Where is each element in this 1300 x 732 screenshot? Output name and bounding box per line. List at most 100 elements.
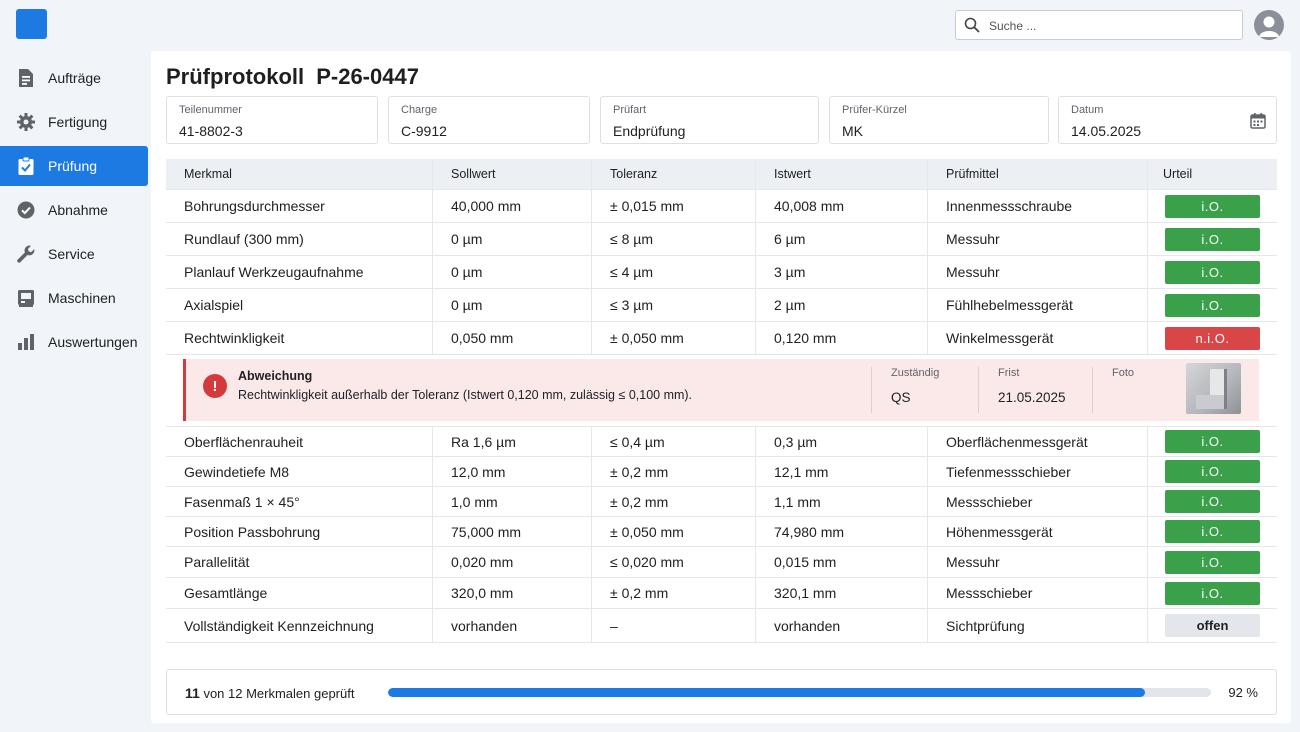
pruefart-field[interactable]: Prüfart Endprüfung: [600, 96, 819, 144]
charge-field[interactable]: Charge C-9912: [388, 96, 590, 144]
cell-pruefmittel: Höhenmessgerät: [928, 517, 1148, 546]
verdict-badge[interactable]: i.O.: [1165, 227, 1260, 251]
field-value: MK: [842, 123, 863, 139]
table-row[interactable]: Bohrungsdurchmesser 40,000 mm ± 0,015 mm…: [166, 190, 1277, 223]
verdict-badge[interactable]: i.O.: [1165, 194, 1260, 218]
table-row[interactable]: Gesamtlänge 320,0 mm ± 0,2 mm 320,1 mm M…: [166, 578, 1277, 609]
teilenummer-field[interactable]: Teilenummer 41-8802-3: [166, 96, 378, 144]
cell-istwert: 0,120 mm: [756, 322, 928, 354]
table-row[interactable]: Rechtwinkligkeit 0,050 mm ± 0,050 mm 0,1…: [166, 322, 1277, 355]
cell-sollwert: 12,0 mm: [433, 457, 592, 486]
table-row[interactable]: Rundlauf (300 mm) 0 µm ≤ 8 µm 6 µm Messu…: [166, 223, 1277, 256]
cell-sollwert: 320,0 mm: [433, 578, 592, 608]
table-row[interactable]: Parallelität 0,020 mm ≤ 0,020 mm 0,015 m…: [166, 547, 1277, 578]
verdict-badge[interactable]: n.i.O.: [1165, 326, 1260, 350]
table-row[interactable]: Oberflächenrauheit Ra 1,6 µm ≤ 0,4 µm 0,…: [166, 427, 1277, 457]
deviation-photo-thumbnail[interactable]: [1186, 363, 1241, 414]
verdict-badge[interactable]: i.O.: [1165, 581, 1260, 605]
pruefer-kuerzel-field[interactable]: Prüfer-Kürzel MK: [829, 96, 1049, 144]
calendar-icon[interactable]: [1250, 112, 1266, 129]
deviation-text: Rechtwinkligkeit außerhalb der Toleranz …: [238, 388, 693, 402]
cell-merkmal: Gewindetiefe M8: [166, 457, 433, 486]
verdict-badge[interactable]: i.O.: [1165, 550, 1260, 574]
cell-sollwert: 75,000 mm: [433, 517, 592, 546]
cell-merkmal: Position Passbohrung: [166, 517, 433, 546]
cell-istwert: 0,3 µm: [756, 427, 928, 456]
sidebar-item-fertigung[interactable]: Fertigung: [0, 102, 148, 142]
main-panel: Prüfprotokoll P-26-0447 Teilenummer 41-8…: [151, 51, 1291, 723]
file-list-icon: [16, 68, 36, 88]
cell-pruefmittel: Messschieber: [928, 487, 1148, 516]
sidebar-item-label: Auswertungen: [48, 334, 138, 350]
table-row[interactable]: Position Passbohrung 75,000 mm ± 0,050 m…: [166, 517, 1277, 547]
cell-merkmal: Fasenmaß 1 × 45°: [166, 487, 433, 516]
datum-field[interactable]: Datum 14.05.2025: [1058, 96, 1277, 144]
cell-sollwert: Ra 1,6 µm: [433, 427, 592, 456]
cell-istwert: 2 µm: [756, 289, 928, 321]
cell-istwert: vorhanden: [756, 609, 928, 642]
table-row[interactable]: Planlauf Werkzeugaufnahme 0 µm ≤ 4 µm 3 …: [166, 256, 1277, 289]
cell-toleranz: –: [592, 609, 756, 642]
responsible-label: Zuständig: [891, 367, 940, 379]
cell-pruefmittel: Messuhr: [928, 547, 1148, 577]
progress-label: von 12 Merkmalen geprüft: [203, 686, 355, 701]
column-header: Prüfmittel: [928, 159, 1148, 189]
field-label: Datum: [1071, 104, 1104, 116]
cell-istwert: 40,008 mm: [756, 190, 928, 222]
cell-istwert: 74,980 mm: [756, 517, 928, 546]
cell-pruefmittel: Fühlhebelmessgerät: [928, 289, 1148, 321]
progress-count: 11: [185, 685, 200, 701]
sidebar-item-service[interactable]: Service: [0, 234, 148, 274]
cell-sollwert: 0 µm: [433, 223, 592, 255]
bar-chart-icon: [16, 332, 36, 352]
table-row[interactable]: Fasenmaß 1 × 45° 1,0 mm ± 0,2 mm 1,1 mm …: [166, 487, 1277, 517]
search-input[interactable]: Suche ...: [955, 10, 1243, 40]
field-label: Prüfer-Kürzel: [842, 104, 907, 116]
divider: [871, 367, 872, 413]
verdict-badge[interactable]: offen: [1165, 614, 1260, 637]
column-header: Sollwert: [433, 159, 592, 189]
verdict-badge[interactable]: i.O.: [1165, 260, 1260, 284]
field-value: 41-8802-3: [179, 123, 243, 139]
cell-pruefmittel: Tiefenmessschieber: [928, 457, 1148, 486]
deviation-panel[interactable]: ! Abweichung Rechtwinkligkeit außerhalb …: [183, 359, 1259, 421]
app-logo[interactable]: [16, 9, 47, 39]
sidebar-item-maschinen[interactable]: Maschinen: [0, 278, 148, 318]
part-photo-image: [1196, 369, 1227, 409]
sidebar-item-label: Maschinen: [48, 290, 116, 306]
verdict-badge[interactable]: i.O.: [1165, 430, 1260, 453]
deadline-label: Frist: [998, 367, 1020, 379]
divider: [978, 367, 979, 413]
page-title: Prüfprotokoll P-26-0447: [166, 64, 419, 89]
field-label: Teilenummer: [179, 104, 242, 116]
sidebar-item-abnahme[interactable]: Abnahme: [0, 190, 148, 230]
sidebar-item-label: Service: [48, 246, 95, 262]
cell-pruefmittel: Sichtprüfung: [928, 609, 1148, 642]
cell-merkmal: Rundlauf (300 mm): [166, 223, 433, 255]
field-value: Endprüfung: [613, 123, 686, 139]
verdict-badge[interactable]: i.O.: [1165, 490, 1260, 513]
verdict-badge[interactable]: i.O.: [1165, 460, 1260, 483]
table-row[interactable]: Axialspiel 0 µm ≤ 3 µm 2 µm Fühlhebelmes…: [166, 289, 1277, 322]
verdict-badge[interactable]: i.O.: [1165, 293, 1260, 317]
deviation-title: Abweichung: [238, 369, 313, 383]
gear-icon: [16, 112, 36, 132]
user-avatar[interactable]: [1254, 10, 1284, 40]
table-row[interactable]: Gewindetiefe M8 12,0 mm ± 0,2 mm 12,1 mm…: [166, 457, 1277, 487]
sidebar-item-auftraege[interactable]: Aufträge: [0, 58, 148, 98]
field-value: C-9912: [401, 123, 447, 139]
progress-percent: 92 %: [1228, 685, 1258, 700]
progress-bar-fill: [388, 688, 1146, 697]
sidebar-item-auswertungen[interactable]: Auswertungen: [0, 322, 148, 362]
field-value: 14.05.2025: [1071, 123, 1142, 139]
field-label: Charge: [401, 104, 438, 116]
cell-merkmal: Parallelität: [166, 547, 433, 577]
table-row[interactable]: Vollständigkeit Kennzeichnung vorhanden …: [166, 609, 1277, 643]
sidebar-item-pruefung[interactable]: Prüfung: [0, 146, 148, 186]
progress-bar: [388, 688, 1211, 697]
verdict-badge[interactable]: i.O.: [1165, 520, 1260, 543]
cell-merkmal: Vollständigkeit Kennzeichnung: [166, 609, 433, 642]
deadline-value: 21.05.2025: [998, 390, 1066, 405]
cell-merkmal: Gesamtlänge: [166, 578, 433, 608]
cell-sollwert: 0,020 mm: [433, 547, 592, 577]
